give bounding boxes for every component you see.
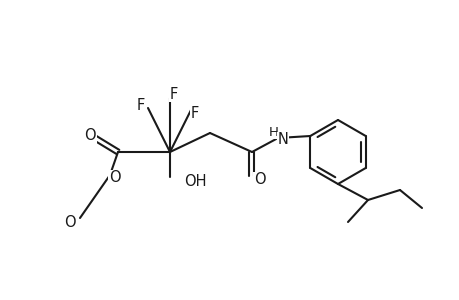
Text: O: O: [254, 172, 265, 188]
Text: N: N: [277, 133, 288, 148]
Text: O: O: [64, 215, 76, 230]
Text: H: H: [269, 125, 279, 139]
Text: F: F: [169, 86, 178, 101]
Text: F: F: [137, 98, 145, 112]
Text: F: F: [190, 106, 199, 121]
Text: OH: OH: [184, 173, 206, 188]
Text: O: O: [84, 128, 95, 143]
Text: O: O: [109, 170, 121, 185]
